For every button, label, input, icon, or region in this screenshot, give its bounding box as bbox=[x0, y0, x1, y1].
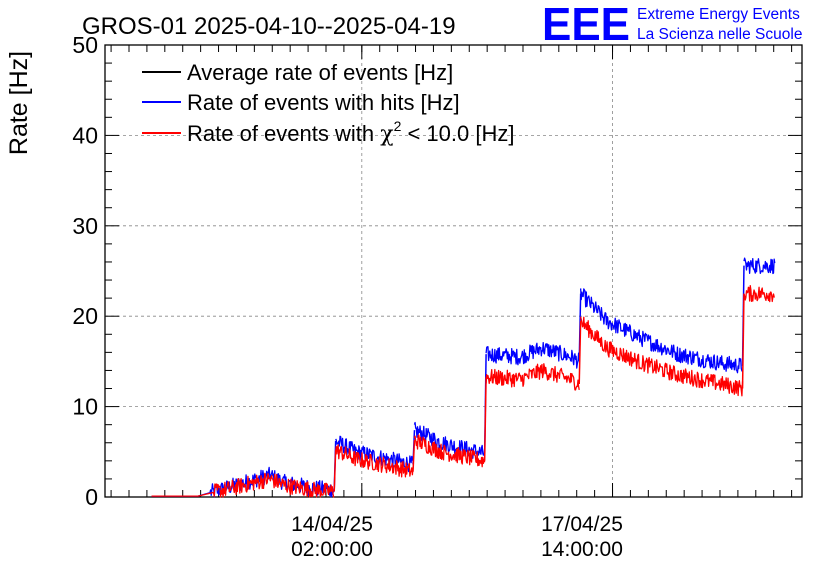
eee-logo-line1: Extreme Energy Events bbox=[637, 6, 800, 23]
legend-label-hits: Rate of events with hits [Hz] bbox=[187, 90, 460, 115]
legend-label-chi2: Rate of events with χ2 < 10.0 [Hz] bbox=[187, 118, 514, 147]
series-segment-1 bbox=[151, 472, 335, 498]
series-segment-3 bbox=[413, 434, 486, 468]
series-segment-4 bbox=[485, 341, 580, 369]
chart-title: GROS-01 2025-04-10--2025-04-19 bbox=[82, 13, 456, 40]
series-jump-3 bbox=[483, 376, 487, 461]
x-tick-label-time-2: 14:00:00 bbox=[541, 538, 623, 561]
series-jump-1 bbox=[333, 449, 337, 492]
legend: Average rate of events [Hz] Rate of even… bbox=[142, 60, 514, 147]
y-tick-labels: 0 10 20 30 40 50 bbox=[72, 32, 98, 510]
y-axis-label: Rate [Hz] bbox=[5, 51, 33, 155]
x-tick-label-date-1: 14/04/25 bbox=[291, 513, 373, 536]
y-tick-label-30: 30 bbox=[72, 213, 98, 239]
chi-superscript: 2 bbox=[394, 118, 402, 134]
y-tick-label-0: 0 bbox=[85, 484, 98, 510]
y-tick-label-10: 10 bbox=[72, 394, 98, 420]
legend-label-chi2-prefix: Rate of events with bbox=[187, 121, 380, 146]
x-tick-label-date-2: 17/04/25 bbox=[541, 513, 623, 536]
eee-logo-mark: EEE bbox=[542, 0, 630, 50]
data-series bbox=[151, 257, 776, 498]
series-segment-5 bbox=[580, 316, 744, 397]
plot-area-frame bbox=[104, 44, 803, 498]
chi-symbol: χ bbox=[380, 122, 393, 147]
legend-label-chi2-suffix: < 10.0 [Hz] bbox=[401, 121, 514, 146]
x-tick-label-time-1: 02:00:00 bbox=[291, 538, 373, 561]
y-tick-label-20: 20 bbox=[72, 303, 98, 329]
series-chi2 bbox=[151, 285, 775, 498]
series-segment-6 bbox=[743, 257, 776, 275]
x-tick-labels: 14/04/25 02:00:00 17/04/25 14:00:00 bbox=[291, 513, 623, 561]
eee-logo: EEE Extreme Energy Events La Scienza nel… bbox=[542, 0, 802, 50]
legend-label-average: Average rate of events [Hz] bbox=[187, 60, 453, 85]
series-segment-5 bbox=[580, 288, 744, 374]
series-jump-5 bbox=[741, 293, 745, 389]
y-tick-label-50: 50 bbox=[72, 32, 98, 58]
series-segment-4 bbox=[485, 363, 580, 391]
series-segment-6 bbox=[743, 285, 775, 303]
series-segment-2 bbox=[335, 435, 414, 473]
series-segment-2 bbox=[335, 444, 414, 478]
series-jump-2 bbox=[412, 440, 416, 472]
eee-logo-line2: La Scienza nelle Scuole bbox=[637, 26, 802, 43]
y-tick-label-40: 40 bbox=[72, 122, 98, 148]
grid-lines bbox=[105, 45, 802, 497]
series-segment-3 bbox=[413, 421, 486, 459]
series-jump-4 bbox=[578, 320, 582, 385]
